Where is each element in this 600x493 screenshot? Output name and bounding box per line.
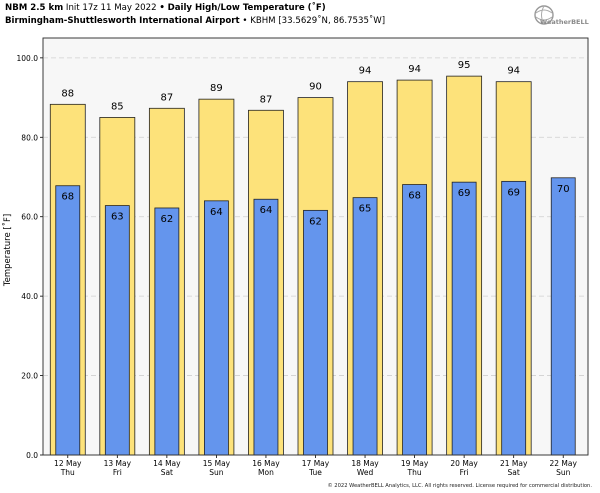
x-tick-date: 14 May — [153, 459, 181, 468]
low-temp-bar — [303, 209, 328, 456]
bars — [49, 75, 576, 456]
x-tick-date: 15 May — [203, 459, 231, 468]
low-temp-label: 63 — [111, 212, 124, 223]
plot-border — [42, 37, 589, 456]
station-name: Birmingham-Shuttlesworth International A… — [5, 16, 240, 26]
y-tick-label: 40.0 — [21, 292, 38, 301]
low-temp-label: 65 — [359, 204, 372, 215]
chart-header-line1: NBM 2.5 km Init 17z 11 May 2022 • Daily … — [5, 3, 326, 13]
high-temp-label: 85 — [111, 101, 124, 112]
x-tick-day: Wed — [357, 468, 374, 477]
weatherbell-logo: WeatherBELL — [534, 5, 589, 26]
x-tick-day: Sun — [556, 468, 571, 477]
x-tick-date: 19 May — [401, 459, 429, 468]
low-temp-label: 64 — [260, 205, 273, 216]
model-name: NBM 2.5 km — [5, 3, 64, 13]
chart-header-line2: Birmingham-Shuttlesworth International A… — [5, 16, 385, 26]
y-tick-label: 60.0 — [21, 213, 38, 222]
station-info: KBHM [33.5629˚N, 86.7535˚W] — [250, 16, 386, 26]
copyright-footer: © 2022 WeatherBELL Analytics, LLC. All r… — [327, 483, 592, 489]
high-temp-label: 87 — [160, 92, 173, 103]
x-tick-date: 12 May — [54, 459, 82, 468]
low-temp-label: 70 — [557, 184, 570, 195]
low-temp-label: 68 — [408, 191, 421, 202]
low-temp-bar — [104, 205, 130, 456]
logo-text: WeatherBELL — [540, 18, 589, 26]
high-temp-label: 89 — [210, 83, 223, 94]
high-temp-label: 95 — [458, 60, 471, 71]
x-tick-day: Thu — [407, 468, 422, 477]
low-temp-bar — [550, 177, 576, 456]
x-tick-date: 13 May — [104, 459, 132, 468]
x-tick-day: Sat — [508, 468, 520, 477]
low-temp-bar — [352, 197, 378, 456]
low-temp-bar — [402, 184, 427, 456]
low-temp-bar — [154, 207, 180, 456]
low-temp-label: 68 — [61, 192, 74, 203]
low-temp-label: 69 — [507, 187, 520, 198]
bar-labels: 88 68 85 63 87 62 89 64 87 64 90 62 94 65 94 68 95 69 94 69… — [61, 60, 569, 227]
low-temp-bar — [451, 181, 477, 456]
x-tick-date: 18 May — [351, 459, 379, 468]
y-axis: 0.0 20.0 40.0 60.0 80.0 100.0 — [17, 54, 43, 460]
x-tick-date: 16 May — [252, 459, 280, 468]
chart-title: Daily High/Low Temperature (˚F) — [167, 3, 326, 13]
low-temp-bar — [55, 185, 81, 456]
x-tick-day: Mon — [258, 468, 274, 477]
high-temp-label: 94 — [507, 66, 520, 77]
low-temp-label: 62 — [160, 214, 173, 225]
x-tick-day: Fri — [113, 468, 122, 477]
high-temp-label: 94 — [408, 64, 421, 75]
x-tick-date: 20 May — [450, 459, 478, 468]
low-temp-label: 69 — [458, 188, 471, 199]
x-tick-day: Tue — [308, 468, 322, 477]
init-time: Init 17z 11 May 2022 — [65, 3, 157, 13]
x-tick-day: Sun — [209, 468, 224, 477]
x-tick-date: 22 May — [550, 459, 578, 468]
y-tick-label: 20.0 — [21, 372, 38, 381]
y-tick-label: 100.0 — [17, 54, 39, 63]
y-axis-label: Temperature [˚F] — [2, 214, 13, 287]
x-tick-day: Sat — [161, 468, 173, 477]
high-temp-label: 88 — [61, 88, 74, 99]
high-temp-label: 87 — [260, 94, 273, 105]
low-temp-bar — [501, 180, 527, 456]
x-tick-day: Thu — [60, 468, 75, 477]
y-tick-label: 0.0 — [26, 451, 38, 460]
low-temp-label: 62 — [309, 216, 322, 227]
header-bullet: • — [159, 3, 165, 13]
x-tick-day: Fri — [460, 468, 469, 477]
low-temp-bar — [204, 200, 229, 456]
low-temp-label: 64 — [210, 207, 223, 218]
high-temp-label: 94 — [359, 66, 372, 77]
x-tick-date: 17 May — [302, 459, 330, 468]
high-temp-label: 90 — [309, 82, 322, 93]
header-bullet-2: • — [242, 16, 248, 26]
low-temp-bar — [253, 198, 279, 456]
y-tick-label: 80.0 — [21, 133, 38, 142]
x-tick-date: 21 May — [500, 459, 528, 468]
